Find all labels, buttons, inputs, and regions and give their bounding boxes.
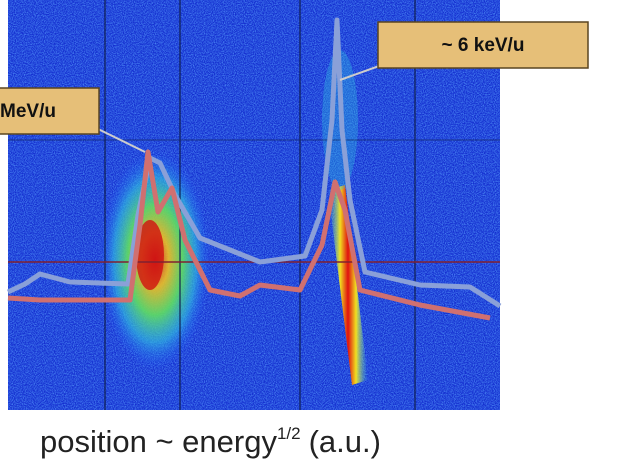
profile-blue — [6, 17, 502, 309]
caption: position ~ energy1/2 (a.u.) — [40, 424, 381, 459]
callout-right: ~ 6 keV/u — [339, 21, 589, 81]
profile-red — [7, 149, 491, 321]
caption-unit: (a.u.) — [309, 424, 381, 459]
caption-superscript: 1/2 — [277, 424, 301, 443]
callout-text: MeV/u — [0, 101, 56, 122]
callout-left: MeV/u — [0, 87, 146, 153]
callout-text: ~ 6 keV/u — [442, 35, 525, 56]
caption-main: position ~ energy — [40, 424, 277, 459]
